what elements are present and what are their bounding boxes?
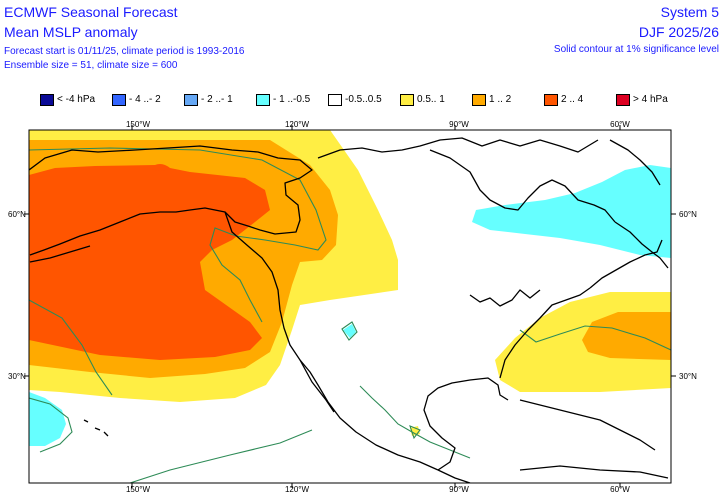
coastline-caribbean (519, 399, 656, 451)
lon-label-top: 60°W (610, 120, 630, 129)
significance-contour (409, 425, 421, 440)
anomaly-area-cyan-hudson (472, 165, 671, 258)
anomaly-area-cyan-pacific (29, 392, 66, 446)
anomaly-blob-small (150, 164, 170, 171)
significance-contours (29, 147, 671, 483)
significance-contour (359, 385, 471, 459)
coastline-aleutians (29, 245, 91, 263)
legend-label: 2 .. 4 (561, 94, 584, 105)
significance-contour (129, 429, 313, 483)
lon-label-top: 120°W (285, 120, 310, 129)
lon-label-bottom: 150°W (126, 485, 151, 494)
coastline-arctic-islands (317, 137, 599, 159)
legend-label: - 1 ..-0.5 (273, 94, 311, 105)
lon-label-bottom: 90°W (449, 485, 469, 494)
significance-contour (519, 325, 671, 351)
ensemble-info: Ensemble size = 51, climate size = 600 (4, 60, 178, 71)
coastline-northeast (589, 239, 663, 289)
lon-label-top: 90°W (449, 120, 469, 129)
system-label: System 5 (660, 4, 719, 20)
legend-swatch (472, 94, 486, 106)
anomaly-area-atlantic-orange (582, 312, 671, 360)
legend-label: -0.5..0.5 (345, 94, 382, 105)
lat-label-left: 60°N (8, 210, 26, 219)
coastline-gulf (423, 377, 509, 471)
coastline-central-america (437, 469, 471, 483)
chart-subtitle: Mean MSLP anomaly (4, 24, 138, 40)
legend-swatch (400, 94, 414, 106)
lon-label-top: 150°W (126, 120, 151, 129)
legend-label: - 4 ..- 2 (129, 94, 161, 105)
coastline-alaska (29, 145, 313, 256)
coastline-great-lakes (469, 289, 541, 307)
legend-swatch (616, 94, 630, 106)
lat-label-left: 30°N (8, 372, 26, 381)
anomaly-area-cyan-small (343, 324, 356, 338)
map-frame (28, 129, 672, 484)
season-label: DJF 2025/26 (638, 24, 719, 40)
legend-label: - 2 ..- 1 (201, 94, 233, 105)
significance-contour (341, 321, 358, 341)
coastline-florida (499, 287, 591, 379)
anomaly-area-red-orange (29, 165, 270, 360)
legend-swatch (184, 94, 198, 106)
coastline-greenland (609, 139, 661, 186)
legend-swatch (256, 94, 270, 106)
legend-label: > 4 hPa (633, 94, 668, 105)
legend-swatch (544, 94, 558, 106)
legend-label: 0.5.. 1 (417, 94, 445, 105)
legend-label: 1 .. 2 (489, 94, 512, 105)
legend-swatch (112, 94, 126, 106)
color-legend: < -4 hPa - 4 ..- 2 - 2 ..- 1 - 1 ..-0.5 … (40, 93, 720, 109)
chart-title: ECMWF Seasonal Forecast (4, 4, 178, 20)
legend-swatch (328, 94, 342, 106)
map-ticks (24, 125, 676, 488)
lat-label-right: 60°N (679, 210, 697, 219)
coastline-south-america (519, 465, 669, 479)
significance-contour (29, 299, 113, 396)
significance-contour (29, 147, 327, 323)
forecast-info: Forecast start is 01/11/25, climate peri… (4, 46, 245, 57)
significance-note: Solid contour at 1% significance level (553, 44, 719, 55)
coastline-hudson-bay (429, 149, 616, 223)
lat-label-right: 30°N (679, 372, 697, 381)
coastline-baja (299, 359, 335, 413)
lon-label-bottom: 60°W (610, 485, 630, 494)
significance-contour (29, 397, 73, 453)
coastline-labrador (614, 221, 669, 269)
lon-label-bottom: 120°W (285, 485, 310, 494)
legend-swatch (40, 94, 54, 106)
coastlines (29, 137, 669, 483)
legend-label: < -4 hPa (57, 94, 96, 105)
coastline-hawaii (83, 419, 109, 437)
